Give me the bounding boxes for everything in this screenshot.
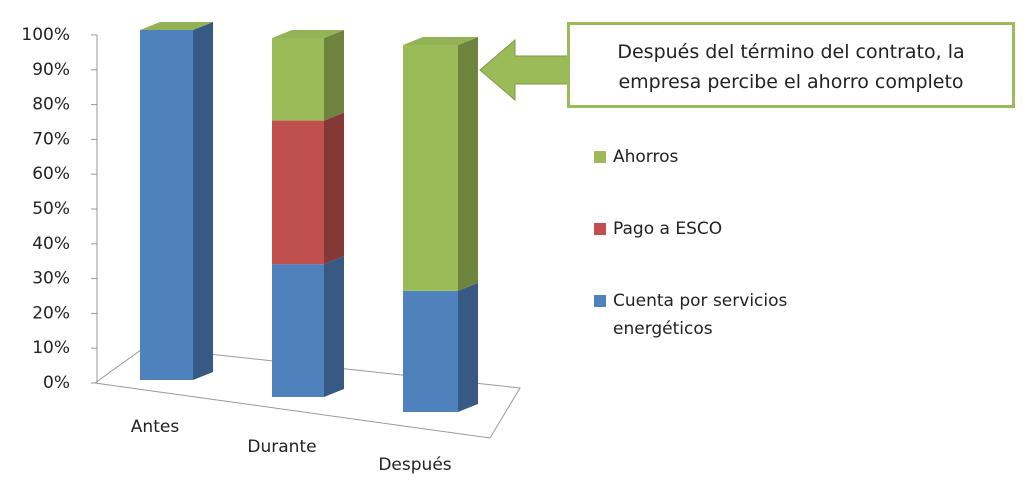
legend-swatch <box>594 295 606 307</box>
legend-swatch <box>594 223 606 235</box>
bar-side <box>324 256 344 397</box>
bar-side <box>324 30 344 121</box>
y-tick-label: 60% <box>32 164 70 184</box>
y-tick-label: 50% <box>32 199 70 219</box>
bar-segment <box>403 290 458 412</box>
legend-label: Pago a ESCO <box>613 219 723 239</box>
y-tick-label: 80% <box>32 95 70 115</box>
bar-side <box>324 112 344 265</box>
bar-segment <box>272 264 324 397</box>
callout-arrow <box>479 38 569 102</box>
y-tick-label: 20% <box>32 303 70 323</box>
legend-swatch <box>594 151 606 163</box>
bar-segment <box>272 120 324 265</box>
bar-top <box>403 37 478 45</box>
bar-top <box>140 22 213 30</box>
bar-segment <box>403 45 458 291</box>
bar-segment <box>140 30 193 380</box>
callout: Después del término del contrato, la emp… <box>567 22 1015 108</box>
y-tick-label: 0% <box>43 373 70 393</box>
floor <box>94 346 521 439</box>
callout-line: Después del término del contrato, la <box>617 41 965 63</box>
x-tick-label: Después <box>378 455 451 475</box>
x-tick-label: Durante <box>247 437 316 457</box>
y-tick-label: 100% <box>21 25 70 45</box>
y-tick-label: 90% <box>32 60 70 80</box>
y-tick-label: 40% <box>32 234 70 254</box>
y-tick-label: 30% <box>32 269 70 289</box>
x-tick-label: Antes <box>131 417 180 437</box>
bar-side <box>458 282 478 412</box>
bar-side <box>458 37 478 291</box>
bar-segment <box>272 38 324 121</box>
legend-label: Cuenta por servicios energéticos <box>613 291 788 339</box>
y-tick-label: 70% <box>32 129 70 149</box>
callout-line: empresa percibe el ahorro completo <box>618 71 964 93</box>
bar-side <box>193 22 213 380</box>
legend-label: Ahorros <box>613 147 679 167</box>
bar-top <box>272 30 344 38</box>
y-tick-label: 10% <box>32 338 70 358</box>
